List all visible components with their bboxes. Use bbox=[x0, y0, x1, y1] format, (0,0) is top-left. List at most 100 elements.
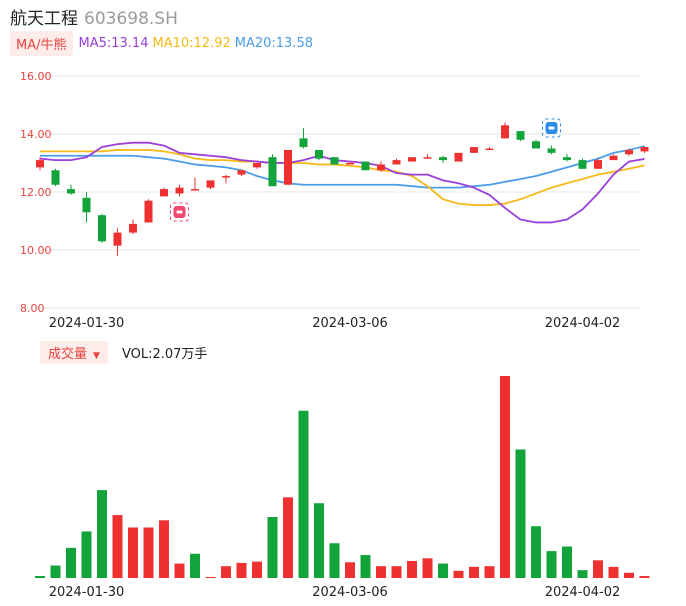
candle-body bbox=[284, 149, 292, 185]
bear-signal-icon bbox=[542, 118, 561, 138]
candle bbox=[98, 213, 106, 243]
candle bbox=[594, 158, 602, 169]
ma10-line bbox=[40, 149, 645, 206]
volume-bar bbox=[81, 531, 92, 578]
candle-body bbox=[485, 148, 494, 150]
volume-bar bbox=[298, 410, 309, 578]
candle-body bbox=[113, 232, 122, 246]
candle bbox=[315, 149, 323, 161]
volume-bar bbox=[267, 517, 278, 578]
candle bbox=[454, 152, 463, 162]
candle-body bbox=[330, 157, 339, 165]
date-axis: 2024-01-30 2024-01-30 2024-03-06 2024-03-06… bbox=[49, 316, 621, 600]
candle bbox=[129, 219, 137, 235]
candle-body bbox=[454, 152, 463, 162]
volume-bar bbox=[112, 515, 123, 578]
candle bbox=[67, 184, 75, 195]
volume-bars bbox=[35, 376, 650, 578]
candle bbox=[609, 154, 618, 161]
y-tick-label: 8.00 bbox=[20, 302, 45, 315]
moving-average-lines bbox=[39, 141, 645, 224]
ma-legend: MA/牛熊 MA5:13.14 MA10:12.92 MA20:13.58 bbox=[10, 30, 317, 56]
candle bbox=[501, 122, 509, 139]
volume-legend: 成交量 ▼ VOL:2.07万手 bbox=[40, 340, 208, 364]
candle-body bbox=[253, 163, 261, 168]
candle-body bbox=[408, 157, 416, 162]
volume-bar bbox=[577, 570, 588, 578]
volume-indicator-dropdown[interactable]: 成交量 ▼ bbox=[40, 340, 108, 364]
candle-body bbox=[547, 148, 556, 153]
candle bbox=[578, 158, 587, 169]
candle-body bbox=[625, 149, 633, 155]
volume-bar bbox=[453, 570, 464, 578]
candle bbox=[330, 157, 339, 165]
candle-body bbox=[51, 170, 60, 185]
candle-body bbox=[237, 170, 246, 175]
volume-bar bbox=[391, 566, 402, 578]
candle-body bbox=[470, 147, 478, 153]
volume-bar bbox=[329, 543, 340, 578]
candle bbox=[222, 174, 230, 184]
candle-body bbox=[160, 189, 168, 197]
volume-bar bbox=[593, 560, 603, 578]
candle-body bbox=[82, 197, 91, 213]
stock-name: 航天工程 bbox=[10, 9, 78, 29]
stock-code: 603698.SH bbox=[84, 9, 178, 29]
candle-body bbox=[206, 180, 215, 188]
candle bbox=[423, 154, 432, 159]
volume-bar bbox=[608, 566, 619, 578]
volume-bar bbox=[314, 503, 324, 578]
volume-bar bbox=[159, 520, 169, 578]
candle-body bbox=[423, 157, 432, 159]
price-axis: 8.00 10.00 12.00 14.00 16.00 bbox=[20, 70, 52, 315]
candle-body bbox=[640, 147, 649, 152]
volume-bar bbox=[360, 555, 371, 578]
candle bbox=[268, 154, 277, 187]
volume-bar bbox=[500, 376, 510, 578]
ma5-legend: MA5:13.14 bbox=[78, 35, 149, 51]
candle bbox=[547, 145, 556, 155]
ma5-line bbox=[39, 141, 645, 224]
price-grid bbox=[40, 75, 640, 309]
candle bbox=[346, 161, 354, 165]
candle-body bbox=[222, 176, 230, 178]
candle bbox=[485, 147, 494, 150]
ma-toggle-button[interactable]: MA/牛熊 bbox=[10, 30, 73, 56]
stock-title: 航天工程 603698.SH bbox=[10, 4, 178, 29]
volume-bar bbox=[345, 562, 355, 578]
volume-bar bbox=[283, 497, 293, 578]
volume-bar bbox=[546, 551, 557, 578]
volume-bar bbox=[484, 566, 495, 578]
candle-body bbox=[315, 149, 323, 159]
volume-bar bbox=[515, 449, 526, 578]
candle bbox=[144, 199, 153, 223]
volume-bar bbox=[128, 527, 138, 578]
ma20-legend: MA20:13.58 bbox=[234, 35, 313, 51]
volume-bar bbox=[174, 563, 185, 578]
x-tick-label: 2024-04-02 bbox=[545, 585, 621, 600]
volume-bar bbox=[562, 546, 572, 578]
volume-bar bbox=[438, 563, 448, 578]
y-tick-label: 14.00 bbox=[20, 128, 52, 141]
candle bbox=[392, 158, 401, 165]
candle bbox=[206, 180, 215, 190]
ma10-legend: MA10:12.92 bbox=[152, 35, 231, 51]
candle-body bbox=[346, 163, 354, 165]
x-tick-label: 2024-03-06 bbox=[312, 585, 388, 600]
volume-value: VOL:2.07万手 bbox=[121, 346, 208, 362]
candle bbox=[82, 192, 91, 223]
candle-body bbox=[144, 200, 153, 223]
candle bbox=[408, 157, 416, 162]
volume-bar bbox=[624, 572, 634, 578]
volume-bar bbox=[469, 566, 479, 578]
y-tick-label: 16.00 bbox=[20, 70, 52, 83]
volume-bar bbox=[531, 526, 541, 578]
volume-bar bbox=[143, 527, 154, 578]
volume-bar bbox=[50, 565, 61, 578]
bull-signal-icon bbox=[170, 202, 189, 222]
candle-body bbox=[36, 160, 44, 168]
candle bbox=[516, 131, 525, 142]
candle-body bbox=[129, 223, 137, 233]
candle bbox=[237, 170, 246, 177]
